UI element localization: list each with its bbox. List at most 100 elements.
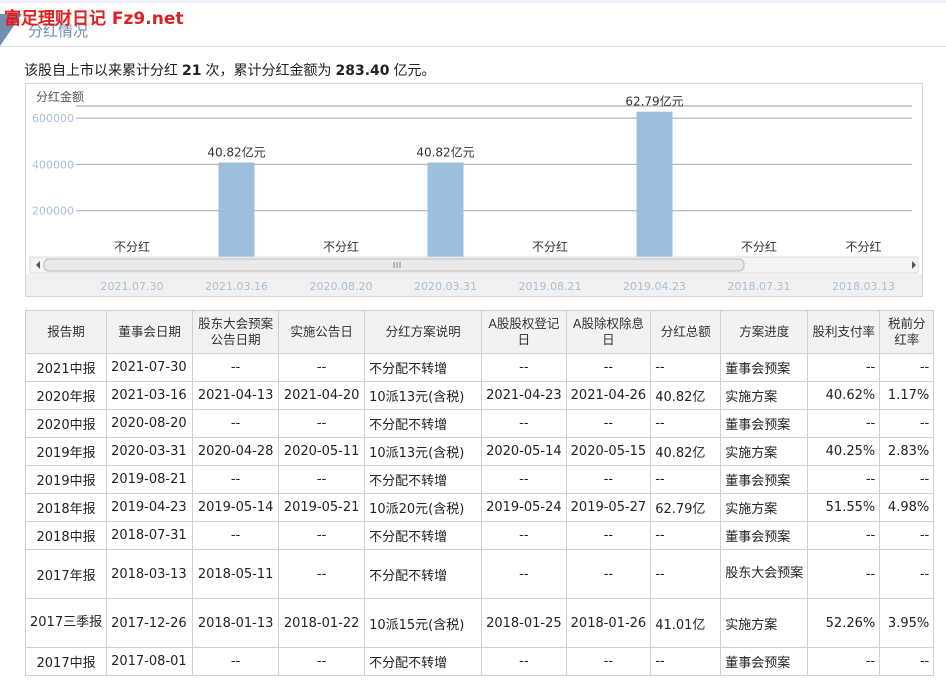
y-tick-400000: 400000: [32, 158, 74, 171]
cell-3: 2020-05-11: [278, 437, 366, 466]
cell-8: 董事会预案: [720, 409, 809, 438]
x-tick-2019.08.21: 2019.08.21: [519, 280, 582, 293]
cell-0: 2020年报: [24, 381, 108, 410]
bar-2021.03.16: [218, 162, 255, 257]
cell-10: --: [879, 353, 935, 382]
cell-0: 2020中报: [24, 409, 108, 438]
cell-4: 10派15元(含税): [364, 598, 483, 648]
cell-5: --: [481, 465, 567, 494]
cell-2: 2020-04-28: [192, 437, 280, 466]
cell-2: --: [192, 521, 280, 550]
cell-8: 董事会预案: [720, 521, 809, 550]
cell-1: 2020-08-20: [106, 409, 194, 438]
cell-9: 51.55%: [807, 493, 881, 522]
cell-10: --: [879, 647, 935, 676]
cell-5: --: [481, 409, 567, 438]
header-7: 分红总额: [650, 310, 722, 354]
section-header-bar: [0, 14, 946, 47]
cell-7: --: [650, 465, 722, 494]
cell-5: --: [481, 647, 567, 676]
cell-1: 2019-04-23: [106, 493, 194, 522]
cell-10: --: [879, 465, 935, 494]
cell-9: --: [807, 549, 881, 599]
cell-1: 2017-12-26: [106, 598, 194, 648]
cell-0: 2019年报: [24, 437, 108, 466]
cell-8: 实施方案: [720, 598, 809, 648]
header-2: 股东大会预案公告日期: [192, 310, 280, 354]
cell-3: --: [278, 521, 366, 550]
table-row: 2019年报 2020-03-31 2020-04-28 2020-05-11 10派1…: [24, 437, 935, 466]
cell-9: --: [807, 409, 881, 438]
x-tick-2021.03.16: 2021.03.16: [205, 280, 268, 293]
cell-10: 1.17%: [879, 381, 935, 410]
cell-3: 2018-01-22: [278, 598, 366, 648]
cell-0: 2018中报: [24, 521, 108, 550]
cell-2: 2018-01-13: [192, 598, 280, 648]
dividend-total: 283.40: [335, 63, 390, 79]
cell-1: 2021-03-16: [106, 381, 194, 410]
cell-3: 2021-04-20: [278, 381, 366, 410]
header-3: 实施公告日: [278, 310, 366, 354]
cell-9: --: [807, 647, 881, 676]
cell-7: 41.01亿: [650, 598, 722, 648]
cell-2: --: [192, 409, 280, 438]
scroll-right-arrow-icon[interactable]: [912, 261, 916, 269]
cell-10: --: [879, 521, 935, 550]
y-axis-label: 分红金额: [36, 89, 84, 104]
cell-8: 董事会预案: [720, 647, 809, 676]
cell-1: 2019-08-21: [106, 465, 194, 494]
table-row: 2017中报 2017-08-01 -- -- 不分配不转增 -- -- -- 董事会预案 -- -…: [24, 647, 935, 676]
cell-0: 2017中报: [24, 647, 108, 676]
section-title: 分红情况: [28, 22, 89, 40]
cell-9: --: [807, 521, 881, 550]
cell-1: 2020-03-31: [106, 437, 194, 466]
x-tick-2021.07.30: 2021.07.30: [101, 280, 164, 293]
cell-6: --: [565, 647, 652, 676]
cell-4: 10派13元(含税): [364, 381, 483, 410]
cell-6: 2019-05-27: [565, 493, 652, 522]
top-border: [0, 0, 946, 3]
cell-4: 不分配不转增: [364, 549, 483, 599]
table-row: 2017年报 2018-03-13 2018-05-11 -- 不分配不转增 -- -- --…: [24, 549, 935, 599]
cell-10: 3.95%: [879, 598, 935, 648]
table-row: 2018年报 2019-04-23 2019-05-14 2019-05-21 10派2…: [24, 493, 935, 522]
cell-8: 董事会预案: [720, 353, 809, 382]
header-0: 报告期: [24, 310, 108, 354]
table-row: 2017三季报 2017-12-26 2018-01-13 2018-01-22 10派…: [24, 598, 935, 648]
x-tick-2020.08.20: 2020.08.20: [310, 280, 373, 293]
summary-suffix: 亿元。: [393, 63, 436, 79]
dividend-summary: 该股自上市以来累计分红 21 次，累计分红金额为 283.40 亿元。: [24, 60, 436, 80]
bar-label-2018.03.13: 不分红: [845, 239, 881, 254]
bar-2019.04.23: [636, 111, 673, 257]
summary-mid: 次，累计分红金额为: [205, 63, 332, 79]
cell-3: --: [278, 465, 366, 494]
y-tick-200000: 200000: [32, 205, 74, 218]
cell-4: 10派20元(含税): [364, 493, 483, 522]
cell-7: 62.79亿: [650, 493, 722, 522]
cell-0: 2021中报: [24, 353, 108, 382]
cell-10: 2.83%: [879, 437, 935, 466]
header-1: 董事会日期: [106, 310, 194, 354]
cell-10: --: [879, 409, 935, 438]
cell-5: --: [481, 549, 567, 599]
cell-1: 2018-03-13: [106, 549, 194, 599]
cell-5: --: [481, 521, 567, 550]
cell-4: 不分配不转增: [364, 353, 483, 382]
scroll-left-arrow-icon[interactable]: [36, 261, 40, 269]
x-axis-band: [26, 274, 922, 296]
summary-prefix: 该股自上市以来累计分红: [24, 63, 178, 79]
x-tick-2019.04.23: 2019.04.23: [623, 280, 686, 293]
cell-6: --: [565, 353, 652, 382]
cell-7: --: [650, 353, 722, 382]
cell-6: 2018-01-26: [565, 598, 652, 648]
header-4: 分红方案说明: [364, 310, 483, 354]
cell-7: --: [650, 409, 722, 438]
cell-4: 不分配不转增: [364, 521, 483, 550]
bar-label-2020.08.20: 不分红: [323, 239, 359, 254]
cell-2: 2018-05-11: [192, 549, 280, 599]
cell-8: 实施方案: [720, 493, 809, 522]
cell-5: 2020-05-14: [481, 437, 567, 466]
cell-5: 2021-04-23: [481, 381, 567, 410]
cell-4: 不分配不转增: [364, 647, 483, 676]
cell-10: 4.98%: [879, 493, 935, 522]
